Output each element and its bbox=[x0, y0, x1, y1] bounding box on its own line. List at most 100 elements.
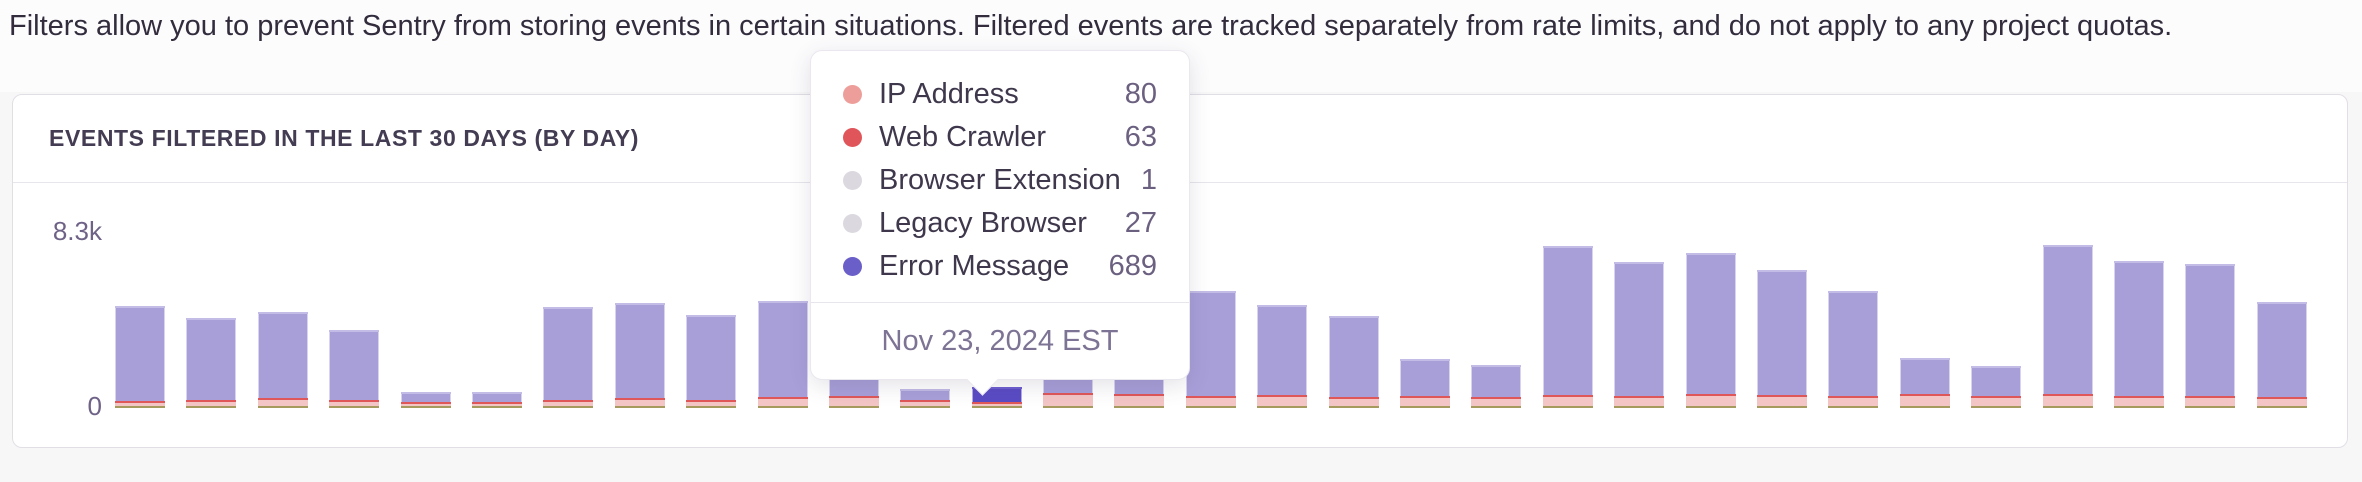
bar[interactable] bbox=[1971, 366, 2022, 408]
bar-segment-error bbox=[1614, 262, 1665, 396]
bar-segment-other bbox=[543, 406, 594, 408]
bar-segment-crawler bbox=[400, 402, 451, 404]
bar[interactable] bbox=[1685, 253, 1736, 408]
bar-segment-ip bbox=[971, 404, 1022, 406]
bar[interactable] bbox=[1614, 262, 1665, 408]
bar[interactable] bbox=[757, 301, 808, 408]
bar-segment-crawler bbox=[2185, 396, 2236, 398]
bar-segment-ip bbox=[1971, 398, 2022, 406]
filtered-events-bar-chart bbox=[115, 225, 2307, 408]
bar-segment-crawler bbox=[1400, 396, 1451, 398]
bar[interactable] bbox=[1400, 359, 1451, 408]
bar[interactable] bbox=[1185, 291, 1236, 408]
bar-segment-ip bbox=[1614, 398, 1665, 406]
bar-segment-crawler bbox=[614, 398, 665, 400]
bar-segment-other bbox=[2185, 406, 2236, 408]
bar-segment-other bbox=[1328, 406, 1379, 408]
bar[interactable] bbox=[1899, 358, 1950, 408]
bar[interactable] bbox=[1756, 270, 1807, 408]
bar[interactable] bbox=[1257, 305, 1308, 408]
bar[interactable] bbox=[543, 307, 594, 408]
bar-segment-other bbox=[1114, 406, 1165, 408]
bar-segment-other bbox=[115, 406, 165, 408]
bar-segment-error bbox=[471, 392, 522, 402]
bar-segment-crawler bbox=[543, 400, 594, 402]
bar-segment-other bbox=[1185, 406, 1236, 408]
bar-segment-crawler bbox=[2256, 397, 2307, 399]
tooltip-row: Legacy Browser 27 bbox=[811, 202, 1189, 245]
bar-segment-error bbox=[543, 307, 594, 400]
bar-segment-crawler bbox=[186, 400, 237, 402]
bar[interactable] bbox=[2256, 302, 2307, 408]
bar-segment-error bbox=[2185, 264, 2236, 396]
bar-segment-crawler bbox=[1043, 393, 1094, 395]
bar[interactable] bbox=[1542, 246, 1593, 408]
bar[interactable] bbox=[2042, 245, 2093, 408]
bar[interactable] bbox=[257, 312, 308, 408]
bar-segment-crawler bbox=[2042, 394, 2093, 396]
bar-segment-other bbox=[1614, 406, 1665, 408]
bar[interactable] bbox=[686, 315, 737, 408]
tooltip-date: Nov 23, 2024 EST bbox=[881, 324, 1119, 357]
bar[interactable] bbox=[1328, 316, 1379, 408]
bar-segment-ip bbox=[1756, 397, 1807, 406]
tooltip-row-label: Error Message bbox=[879, 250, 1070, 282]
bar-segment-ip bbox=[1828, 398, 1879, 406]
tooltip-row: Web Crawler 63 bbox=[811, 116, 1189, 159]
bar-segment-error bbox=[686, 315, 737, 400]
error-message-dot bbox=[843, 257, 862, 276]
bar-segment-ip bbox=[2256, 399, 2307, 406]
bar-segment-other bbox=[1400, 406, 1451, 408]
bar-segment-crawler bbox=[1971, 396, 2022, 398]
bar-segment-crawler bbox=[971, 402, 1022, 404]
bar-segment-other bbox=[1899, 406, 1950, 408]
bar[interactable] bbox=[2113, 261, 2164, 408]
bar[interactable] bbox=[900, 389, 951, 408]
bar-segment-other bbox=[686, 406, 737, 408]
bar-segment-ip bbox=[1185, 398, 1236, 406]
bar-segment-crawler bbox=[1257, 395, 1308, 397]
bar[interactable] bbox=[400, 392, 451, 408]
ip-address-dot bbox=[843, 85, 862, 104]
bar-segment-crawler bbox=[1685, 394, 1736, 396]
bar-segment-other bbox=[614, 406, 665, 408]
bar-segment-error bbox=[115, 306, 165, 401]
legacy-browser-dot bbox=[843, 214, 862, 233]
bar-segment-other bbox=[400, 406, 451, 408]
bar-segment-crawler bbox=[471, 402, 522, 404]
bar-segment-other bbox=[1542, 406, 1593, 408]
browser-extension-dot bbox=[843, 171, 862, 190]
tooltip-row-label: Web Crawler bbox=[879, 121, 1047, 153]
bar-segment-error bbox=[1971, 366, 2022, 396]
tooltip-row-value: 27 bbox=[1124, 207, 1157, 239]
bar-segment-crawler bbox=[828, 396, 879, 398]
y-axis-min-label: 0 bbox=[87, 391, 102, 421]
bar[interactable] bbox=[329, 330, 380, 408]
tooltip-row: Error Message 689 bbox=[811, 245, 1189, 288]
bar[interactable] bbox=[115, 306, 165, 408]
bar-segment-error bbox=[2113, 261, 2164, 396]
bar-segment-error bbox=[757, 301, 808, 397]
bar-segment-other bbox=[257, 406, 308, 408]
bar-segment-ip bbox=[828, 398, 879, 406]
bar-segment-crawler bbox=[1899, 394, 1950, 396]
bar[interactable] bbox=[614, 303, 665, 408]
bar-segment-crawler bbox=[1471, 397, 1522, 399]
bar-segment-error bbox=[1542, 246, 1593, 395]
bar[interactable] bbox=[471, 392, 522, 408]
bar[interactable] bbox=[186, 318, 237, 408]
bar-segment-crawler bbox=[900, 400, 951, 402]
bar[interactable] bbox=[2185, 264, 2236, 408]
bar-segment-ip bbox=[614, 400, 665, 406]
bar-segment-ip bbox=[1542, 397, 1593, 406]
bar-segment-error bbox=[1257, 305, 1308, 395]
bar-segment-ip bbox=[1400, 398, 1451, 406]
bar[interactable] bbox=[1828, 291, 1879, 408]
bar-segment-other bbox=[1756, 406, 1807, 408]
bar-segment-other bbox=[757, 406, 808, 408]
bar[interactable] bbox=[1471, 365, 1522, 408]
bar-segment-ip bbox=[2042, 396, 2093, 406]
bar-segment-ip bbox=[257, 400, 308, 406]
bar-segment-ip bbox=[1257, 397, 1308, 406]
